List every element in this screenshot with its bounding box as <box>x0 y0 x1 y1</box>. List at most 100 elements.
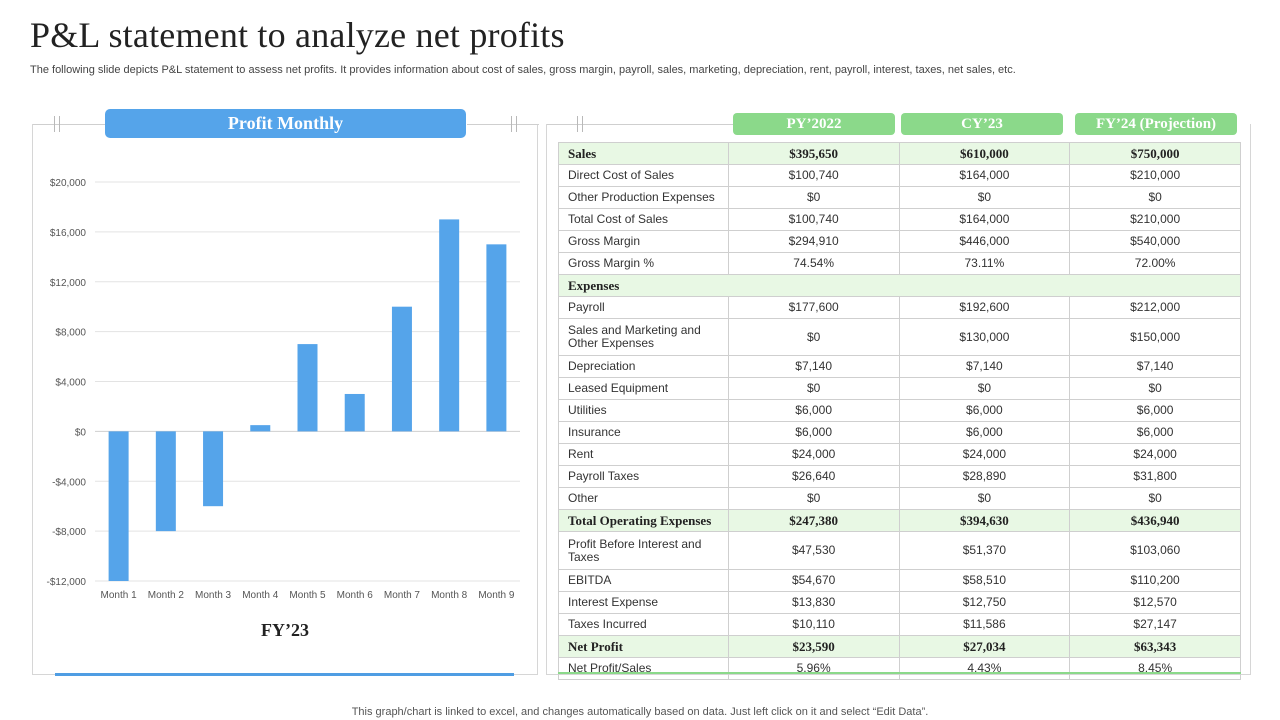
row-value: $6,000 <box>898 399 1071 422</box>
row-value: $24,000 <box>898 443 1071 466</box>
row-label: Utilities <box>558 399 729 422</box>
row-value: 72.00% <box>1069 252 1241 275</box>
row-label: Interest Expense <box>558 591 729 614</box>
panel-tick <box>511 116 512 132</box>
panel-top-line <box>33 124 106 125</box>
bar[interactable] <box>108 431 129 581</box>
x-tick-label: Month 2 <box>148 590 185 601</box>
row-label: Depreciation <box>558 355 729 378</box>
row-value: $12,750 <box>898 591 1071 614</box>
row-value: $12,570 <box>1069 591 1241 614</box>
row-value: $100,740 <box>727 208 900 231</box>
row-value: $446,000 <box>898 230 1071 253</box>
row-value: $27,147 <box>1069 613 1241 636</box>
table-row: Utilities $6,000 $6,000 $6,000 <box>558 399 1241 422</box>
row-value: $24,000 <box>727 443 900 466</box>
row-value: $436,940 <box>1069 509 1241 532</box>
row-value: $47,530 <box>727 531 900 570</box>
bar[interactable] <box>439 219 460 432</box>
row-label: Sales <box>558 142 729 165</box>
column-header-fy24: FY’24 (Projection) <box>1075 113 1237 135</box>
panel-tick <box>59 116 60 132</box>
bar[interactable] <box>486 244 507 432</box>
table-row: EBITDA $54,670 $58,510 $110,200 <box>558 569 1241 592</box>
row-label: Rent <box>558 443 729 466</box>
row-value: $130,000 <box>898 318 1071 356</box>
bar[interactable] <box>203 431 224 507</box>
y-tick-label: -$8,000 <box>52 527 86 538</box>
y-tick-label: $12,000 <box>50 278 87 289</box>
bar[interactable] <box>250 425 271 432</box>
row-value: $164,000 <box>898 208 1071 231</box>
table-row: Insurance $6,000 $6,000 $6,000 <box>558 421 1241 444</box>
row-label: Total Cost of Sales <box>558 208 729 231</box>
row-value: 74.54% <box>727 252 900 275</box>
row-value: $51,370 <box>898 531 1071 570</box>
table-row: Direct Cost of Sales $100,740 $164,000 $210… <box>558 164 1241 187</box>
row-label: Gross Margin <box>558 230 729 253</box>
table-row: Total Cost of Sales $100,740 $164,000 $210,… <box>558 208 1241 231</box>
page-title: P&L statement to analyze net profits <box>30 15 565 55</box>
row-value: $6,000 <box>1069 399 1241 422</box>
table-row: Expenses <box>558 274 1241 297</box>
table-row: Sales $395,650 $610,000 $750,000 <box>558 142 1241 165</box>
row-value: $7,140 <box>898 355 1071 378</box>
table-row: Total Operating Expenses $247,380 $394,630… <box>558 509 1241 532</box>
row-value: $0 <box>1069 487 1241 510</box>
row-value: $750,000 <box>1069 142 1241 165</box>
row-label: Sales and Marketing and Other Expenses <box>558 318 729 356</box>
bar[interactable] <box>155 431 176 532</box>
y-tick-label: $8,000 <box>55 328 86 339</box>
x-tick-label: Month 6 <box>337 590 374 601</box>
row-value: 5.96% <box>727 657 900 680</box>
table-row: Gross Margin % 74.54% 73.11% 72.00% <box>558 252 1241 275</box>
table-row: Gross Margin $294,910 $446,000 $540,000 <box>558 230 1241 253</box>
y-tick-label: $4,000 <box>55 378 86 389</box>
row-value: $192,600 <box>898 296 1071 319</box>
column-header-py2022: PY’2022 <box>733 113 895 135</box>
row-value: $394,630 <box>898 509 1071 532</box>
row-value: $0 <box>727 318 900 356</box>
bar[interactable] <box>297 344 318 432</box>
x-tick-label: Month 9 <box>478 590 515 601</box>
row-value: $27,034 <box>898 635 1071 658</box>
table-row: Payroll $177,600 $192,600 $212,000 <box>558 296 1241 319</box>
row-value: $395,650 <box>727 142 900 165</box>
page-subtitle: The following slide depicts P&L statemen… <box>30 64 1016 76</box>
row-value: $610,000 <box>898 142 1071 165</box>
row-label: Net Profit/Sales <box>558 657 729 680</box>
row-value: $294,910 <box>727 230 900 253</box>
row-value: $24,000 <box>1069 443 1241 466</box>
x-tick-label: Month 1 <box>101 590 138 601</box>
row-value: $164,000 <box>898 164 1071 187</box>
row-label: Direct Cost of Sales <box>558 164 729 187</box>
chart-title: Profit Monthly <box>105 109 466 138</box>
profit-monthly-chart[interactable]: $20,000 $16,000 $12,000 $8,000 $4,000 $0 -$4,0… <box>32 124 538 614</box>
bar[interactable] <box>391 306 412 432</box>
row-label: Insurance <box>558 421 729 444</box>
row-value: $31,800 <box>1069 465 1241 488</box>
row-value: $177,600 <box>727 296 900 319</box>
row-value: $23,590 <box>727 635 900 658</box>
row-value: $247,380 <box>727 509 900 532</box>
y-tick-label: $20,000 <box>50 178 87 189</box>
table-row: Sales and Marketing and Other Expenses $0… <box>558 318 1241 356</box>
row-label: Profit Before Interest and Taxes <box>558 531 729 570</box>
row-label: Gross Margin % <box>558 252 729 275</box>
y-tick-label: -$12,000 <box>47 577 87 588</box>
x-tick-label: Month 4 <box>242 590 279 601</box>
x-tick-label: Month 5 <box>289 590 326 601</box>
row-value: 73.11% <box>898 252 1071 275</box>
row-value: $0 <box>727 377 900 400</box>
row-value: $103,060 <box>1069 531 1241 570</box>
row-value: $7,140 <box>727 355 900 378</box>
table-row: Taxes Incurred $10,110 $11,586 $27,147 <box>558 613 1241 636</box>
y-tick-label: $0 <box>75 427 87 438</box>
x-tick-label: Month 8 <box>431 590 468 601</box>
row-value: $63,343 <box>1069 635 1241 658</box>
table-row: Profit Before Interest and Taxes $47,530 $… <box>558 531 1241 570</box>
row-label: Payroll <box>558 296 729 319</box>
row-value: $100,740 <box>727 164 900 187</box>
bar[interactable] <box>344 393 365 432</box>
row-value: $58,510 <box>898 569 1071 592</box>
